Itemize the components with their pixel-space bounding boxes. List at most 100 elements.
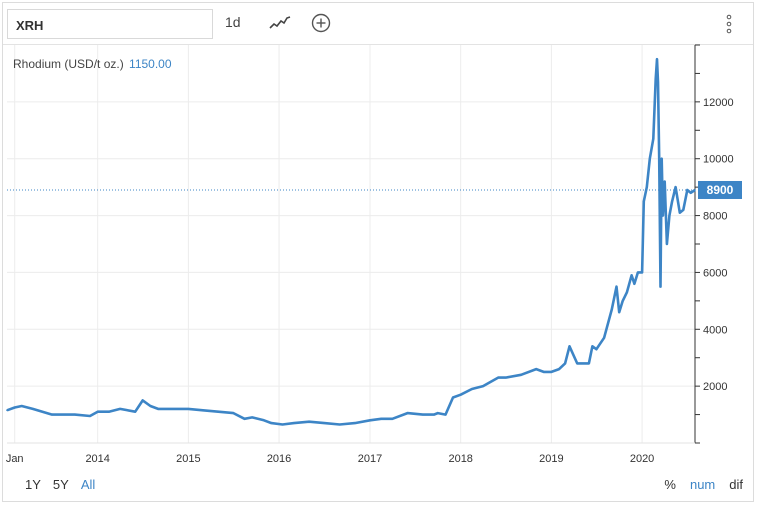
chart-toolbar: XRH 1d: [3, 3, 753, 45]
axes: [7, 44, 700, 444]
data-point: [323, 422, 326, 424]
data-point: [542, 371, 545, 373]
data-point: [459, 393, 462, 396]
data-point: [391, 418, 394, 420]
data-point: [243, 418, 246, 420]
data-point: [168, 408, 170, 410]
x-tick-label: 2019: [539, 453, 563, 465]
data-point: [421, 413, 424, 416]
data-point: [637, 271, 639, 274]
data-point: [32, 408, 34, 410]
data-point: [20, 405, 23, 407]
data-point: [686, 189, 689, 191]
data-point: [134, 410, 136, 413]
series-line: [6, 57, 696, 426]
data-point: [232, 412, 235, 414]
data-point: [641, 271, 643, 274]
y-tick-label: 8000: [703, 211, 727, 223]
data-point: [281, 423, 284, 426]
data-point: [660, 157, 663, 160]
last-value-badge: [698, 180, 742, 199]
data-point: [663, 180, 666, 183]
data-point: [251, 416, 253, 419]
data-point: [149, 405, 152, 407]
data-point: [654, 78, 657, 80]
x-tick-label: 2014: [85, 453, 109, 465]
data-point: [482, 385, 484, 387]
y-tick-label: 6000: [703, 267, 727, 279]
data-point: [690, 192, 692, 194]
price-chart[interactable]: 2000 4000 6000 8000 10000 12000 Jan 2014 2015 201…: [3, 3, 753, 473]
data-point: [157, 408, 159, 410]
data-point: [354, 422, 356, 424]
data-point: [96, 410, 99, 413]
data-point: [217, 410, 219, 413]
data-point: [646, 186, 648, 188]
data-point: [558, 368, 560, 370]
data-point: [668, 214, 671, 217]
data-point: [649, 157, 651, 160]
x-tick-label: 2017: [358, 453, 382, 465]
range-button-1y[interactable]: 1Y: [25, 477, 41, 492]
data-point: [643, 200, 645, 203]
data-point: [658, 157, 660, 160]
interval-button[interactable]: 1d: [225, 14, 241, 30]
series-layer: [6, 57, 696, 426]
data-point: [51, 413, 53, 416]
grid-lines: [7, 45, 695, 443]
data-point: [674, 186, 677, 188]
data-point: [406, 412, 409, 414]
data-point: [626, 291, 628, 294]
data-point: [338, 423, 341, 426]
data-point: [550, 371, 553, 373]
data-point: [108, 410, 110, 413]
y-tick-label: 10000: [703, 154, 734, 166]
data-point: [679, 211, 681, 214]
data-point: [179, 408, 182, 410]
tick-labels: 2000 4000 6000 8000 10000 12000 Jan 2014 2015 201…: [6, 97, 742, 465]
data-point: [263, 419, 265, 422]
mode-button-percent[interactable]: %: [664, 477, 676, 492]
data-point: [633, 283, 636, 285]
mode-button-num[interactable]: num: [689, 477, 716, 492]
data-point: [119, 408, 121, 410]
data-point: [504, 376, 507, 379]
range-selector: 1Y 5Y All: [25, 477, 107, 492]
data-point: [603, 337, 605, 339]
data-point: [308, 420, 310, 423]
data-point: [666, 243, 668, 245]
data-point: [202, 409, 204, 412]
data-point: [652, 138, 655, 140]
plus-circle-icon[interactable]: [310, 12, 332, 34]
data-point: [662, 214, 664, 217]
data-point: [141, 399, 144, 402]
data-point: [630, 274, 633, 277]
range-button-5y[interactable]: 5Y: [52, 477, 69, 492]
data-point: [74, 413, 76, 416]
data-point: [621, 300, 624, 302]
x-tick-label: 2018: [448, 453, 472, 465]
y-tick-label: 4000: [703, 324, 727, 336]
data-point: [270, 422, 273, 424]
range-button-all[interactable]: All: [80, 477, 96, 492]
data-point: [535, 368, 537, 370]
data-point: [618, 311, 620, 314]
line-chart-icon[interactable]: [269, 15, 291, 31]
y-tick-label: 12000: [703, 97, 734, 109]
display-mode-selector: % num dif: [650, 477, 743, 492]
y-tick-label: 2000: [703, 381, 727, 393]
mode-button-dif[interactable]: dif: [729, 477, 743, 492]
data-point: [293, 422, 295, 424]
data-point: [444, 413, 447, 416]
data-point: [187, 408, 190, 410]
symbol-input[interactable]: XRH: [7, 9, 213, 39]
data-point: [595, 348, 598, 351]
data-point: [657, 81, 659, 83]
x-tick-label: Jan: [6, 453, 24, 465]
data-point: [89, 415, 91, 417]
data-point: [591, 345, 594, 348]
vertical-dots-icon[interactable]: [725, 14, 733, 34]
data-point: [588, 362, 590, 365]
data-point: [471, 388, 473, 390]
data-point: [659, 285, 662, 288]
